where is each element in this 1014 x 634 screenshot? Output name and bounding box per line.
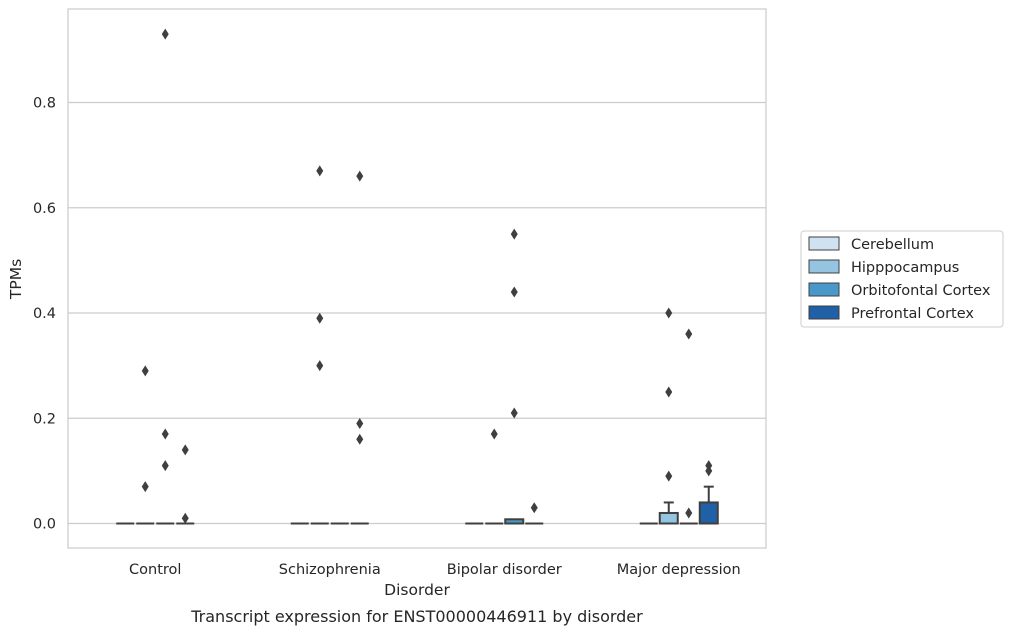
- box-plot-elements: [116, 28, 719, 525]
- y-tick-label: 0.8: [33, 96, 56, 112]
- y-tick-label: 0.0: [33, 517, 56, 533]
- outlier-point: [705, 465, 713, 477]
- outlier-point: [665, 307, 673, 319]
- legend-swatch: [808, 236, 840, 251]
- outlier-point: [510, 228, 518, 240]
- outlier-point: [181, 444, 189, 456]
- box-hipppocampus: [136, 365, 155, 525]
- y-tick-label: 0.6: [33, 201, 56, 217]
- box-hipppocampus: [310, 165, 329, 525]
- outlier-point: [181, 512, 189, 524]
- outlier-point: [530, 502, 538, 514]
- box-orbitofontal-cortex: [156, 28, 175, 525]
- legend-swatch: [808, 305, 840, 320]
- y-tick-label: 0.4: [33, 306, 56, 322]
- legend-label: Orbitofontal Cortex: [851, 283, 991, 299]
- plot-background: [68, 9, 766, 548]
- box: [698, 501, 719, 525]
- outlier-point: [490, 428, 498, 440]
- outlier-point: [161, 28, 169, 40]
- x-axis-label: Disorder: [384, 581, 450, 599]
- outlier-point: [141, 481, 149, 493]
- box-hipppocampus: [658, 307, 679, 525]
- outlier-point: [316, 165, 324, 177]
- outlier-point: [510, 286, 518, 298]
- x-tick-label: Schizophrenia: [279, 562, 381, 578]
- outlier-point: [316, 312, 324, 324]
- box-orbitofontal-cortex: [679, 328, 698, 525]
- legend-swatch: [808, 282, 840, 297]
- chart-caption: Transcript expression for ENST0000044691…: [190, 607, 643, 626]
- outlier-point: [356, 433, 364, 445]
- box-orbitofontal-cortex: [504, 228, 525, 525]
- box-prefrontal-cortex: [350, 170, 369, 525]
- y-tick-labels: 0.0 0.2 0.4 0.6 0.8: [33, 96, 56, 533]
- y-tick-label: 0.2: [33, 411, 56, 427]
- box-hipppocampus: [485, 428, 504, 525]
- outlier-point: [665, 386, 673, 398]
- box-prefrontal-cortex: [525, 502, 544, 525]
- outlier-point: [161, 428, 169, 440]
- legend-label: Hipppocampus: [851, 260, 959, 276]
- outlier-point: [685, 507, 693, 519]
- x-tick-label: Major depression: [617, 562, 741, 578]
- x-tick-label: Control: [129, 562, 181, 578]
- outlier-point: [141, 365, 149, 377]
- outlier-point: [316, 360, 324, 372]
- outlier-point: [356, 170, 364, 182]
- outlier-point: [665, 470, 673, 482]
- outlier-point: [685, 328, 693, 340]
- outlier-point: [356, 418, 364, 430]
- legend-frame: [800, 230, 1004, 328]
- box-prefrontal-cortex: [698, 460, 719, 525]
- x-tick-labels: Control Schizophrenia Bipolar disorder Majo…: [129, 562, 741, 578]
- plot-frame: [67, 8, 767, 549]
- legend-label: Cerebellum: [851, 237, 934, 253]
- outlier-point: [510, 407, 518, 419]
- legend-swatch: [808, 259, 840, 274]
- box-prefrontal-cortex: [176, 444, 195, 525]
- x-tick-label: Bipolar disorder: [447, 562, 562, 578]
- legend-label: Prefrontal Cortex: [851, 306, 974, 322]
- legend: Cerebellum Hipppocampus Orbitofontal Corte…: [800, 230, 1004, 328]
- y-axis-label: TPMs: [7, 259, 25, 300]
- outlier-point: [161, 460, 169, 472]
- box: [658, 511, 679, 525]
